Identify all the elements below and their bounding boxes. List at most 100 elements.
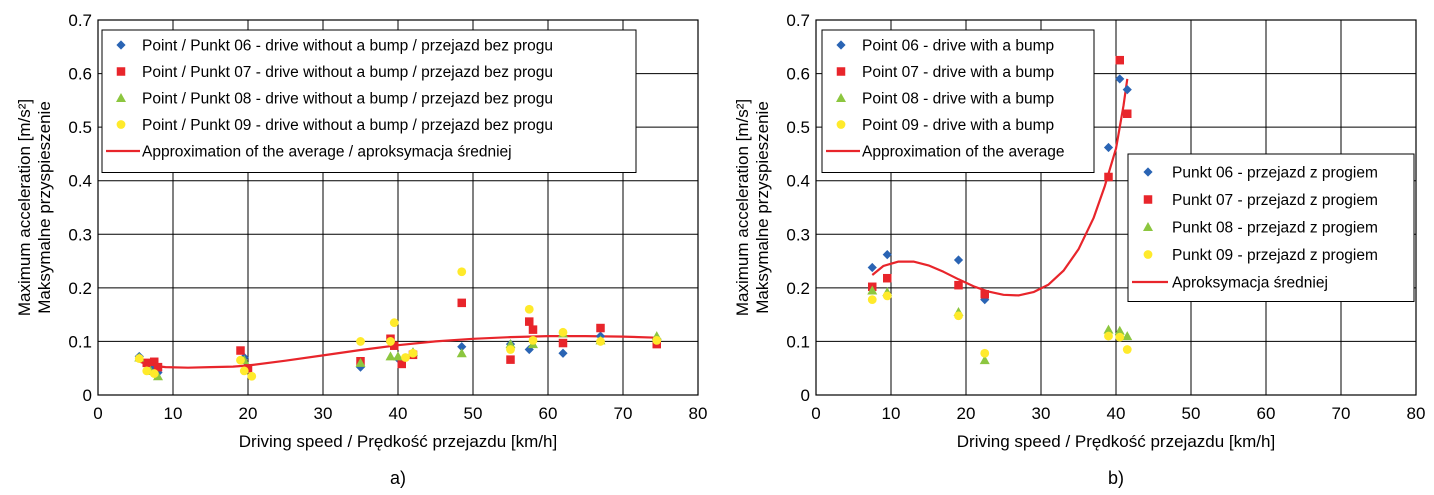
data-point xyxy=(457,298,466,308)
data-point xyxy=(239,366,249,376)
data-point xyxy=(979,355,990,365)
y-tick-label: 0.1 xyxy=(786,332,810,351)
y-tick-label: 0.2 xyxy=(68,279,92,298)
data-point xyxy=(980,290,989,299)
legend: Point 06 - drive with a bump Point 07 - d… xyxy=(821,29,1095,173)
data-point xyxy=(506,355,515,364)
data-point xyxy=(1115,332,1125,342)
y-tick-label: 0.3 xyxy=(68,225,92,244)
data-point xyxy=(1115,55,1124,65)
data-layer xyxy=(134,267,662,381)
data-point xyxy=(528,325,538,334)
legend-marker xyxy=(1143,222,1153,231)
data-point xyxy=(408,348,418,358)
legend-entry: Point / Punkt 09 - drive without a bump … xyxy=(142,117,553,134)
data-point xyxy=(142,358,151,368)
data-point xyxy=(524,304,534,314)
legend-box xyxy=(821,29,1095,173)
data-point xyxy=(1114,325,1125,335)
data-point xyxy=(150,357,159,367)
approximation-line xyxy=(871,78,1129,297)
data-point xyxy=(867,285,878,295)
data-point xyxy=(596,323,605,333)
y-tick-label: 0 xyxy=(83,386,92,405)
y-axis-label: Maximum acceleration [m/s²] xyxy=(733,99,752,316)
data-point xyxy=(1104,172,1113,182)
data-point xyxy=(390,341,399,350)
x-tick-label: 40 xyxy=(1107,404,1126,423)
x-tick-label: 60 xyxy=(1257,404,1276,423)
data-point xyxy=(153,362,163,372)
y-tick-label: 0.3 xyxy=(786,225,810,244)
data-point xyxy=(243,363,253,373)
x-tick-label: 70 xyxy=(1332,404,1351,423)
legend-box xyxy=(1127,153,1415,302)
x-tick-label: 20 xyxy=(239,404,258,423)
legend-box xyxy=(101,29,637,173)
legend-entry: Point 09 - drive with a bump xyxy=(862,117,1054,134)
legend-entry: Approximation of the average xyxy=(862,144,1064,161)
data-point xyxy=(1122,345,1132,354)
data-point xyxy=(456,348,467,358)
x-tick-label: 50 xyxy=(1182,404,1201,423)
x-axis-label: Driving speed / Prędkość przejazdu [km/h… xyxy=(957,432,1275,451)
legend-entry: Approximation of the average / aproksyma… xyxy=(142,144,512,161)
data-point xyxy=(867,262,877,273)
legend-marker xyxy=(1143,167,1153,177)
chart-panel-b: 0 10 20 30 40 50 60 70 80 0 0.1 0.2 0.3 0.4 0.5 0.6 0.7 D… xyxy=(733,11,1426,488)
data-point xyxy=(558,348,568,358)
data-point xyxy=(883,273,892,283)
legend-entry: Punkt 08 - przejazd z progiem xyxy=(1172,220,1378,237)
data-point xyxy=(1115,74,1125,84)
legend-entry: Point / Punkt 08 - drive without a bump … xyxy=(142,91,553,108)
y-tick-label: 0.5 xyxy=(68,118,92,137)
y-tick-label: 0.4 xyxy=(786,172,810,191)
data-point xyxy=(954,311,963,321)
data-point xyxy=(1123,109,1132,118)
legend-marker xyxy=(116,40,126,50)
legend-entry: Point 08 - drive with a bump xyxy=(862,91,1054,108)
x-axis-label: Driving speed / Prędkość przejazdu [km/h… xyxy=(239,432,557,451)
data-point xyxy=(558,327,568,337)
x-tick-label: 60 xyxy=(539,404,558,423)
y-tick-label: 0.6 xyxy=(68,65,92,84)
data-point xyxy=(1104,331,1113,341)
data-point xyxy=(980,295,990,305)
legend-marker xyxy=(116,67,126,76)
y-tick-label: 0 xyxy=(801,386,810,405)
legend-entry: Punkt 09 - przejazd z progiem xyxy=(1172,247,1378,264)
y-tick-label: 0.2 xyxy=(786,279,810,298)
x-tick-label: 80 xyxy=(1407,404,1426,423)
data-point xyxy=(356,337,365,346)
data-point xyxy=(528,335,538,345)
legend-entry: Point / Punkt 07 - drive without a bump … xyxy=(142,64,553,81)
legend-entry: Punkt 06 - przejazd z progiem xyxy=(1172,165,1378,182)
data-point xyxy=(558,338,568,348)
legend: Point / Punkt 06 - drive without a bump … xyxy=(101,29,637,173)
legend-marker xyxy=(116,120,126,129)
data-point xyxy=(1122,331,1133,341)
legend-entry: Point / Punkt 06 - drive without a bump … xyxy=(142,38,553,55)
y-tick-label: 0.7 xyxy=(68,11,92,30)
data-point xyxy=(652,335,662,345)
data-point xyxy=(506,345,515,354)
legend-marker xyxy=(836,93,846,102)
y-axis-label-secondary: Maksymalne przyspieszenie xyxy=(35,101,54,314)
data-point xyxy=(393,351,403,361)
data-point xyxy=(882,250,892,260)
data-point xyxy=(134,354,144,363)
y-axis-label-secondary: Maksymalne przyspieszenie xyxy=(753,101,772,314)
data-point xyxy=(355,357,366,367)
data-point xyxy=(980,348,990,358)
data-point xyxy=(1103,324,1114,334)
data-point xyxy=(457,342,467,352)
y-tick-label: 0.1 xyxy=(68,332,92,351)
approximation-line xyxy=(135,335,657,369)
data-point xyxy=(954,280,963,290)
legend-secondary: Punkt 06 - przejazd z progiem Punkt 07 - … xyxy=(1127,153,1415,302)
data-point xyxy=(385,351,396,361)
legend-marker xyxy=(836,120,846,129)
panel-label: b) xyxy=(1108,468,1124,488)
data-point xyxy=(867,295,877,305)
